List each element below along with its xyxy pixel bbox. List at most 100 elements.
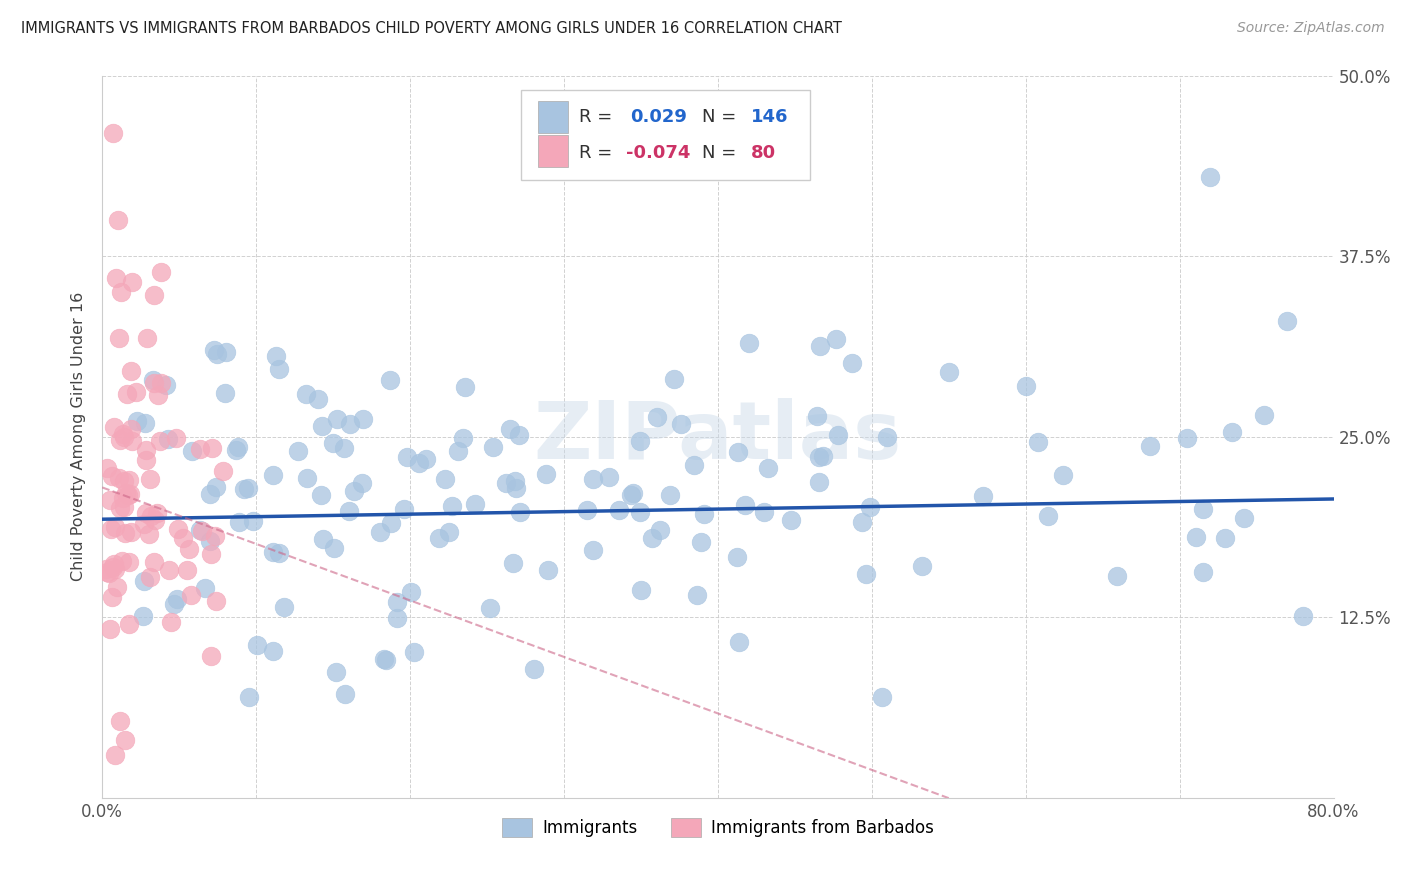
Point	[177, 541, 200, 556]
Point	[728, 634, 751, 648]
Point	[118, 616, 141, 631]
Point	[141, 508, 163, 523]
Point	[146, 506, 169, 520]
Point	[134, 516, 156, 531]
Text: N =: N =	[702, 108, 737, 126]
Legend: Immigrants, Immigrants from Barbados: Immigrants, Immigrants from Barbados	[495, 812, 941, 844]
Point	[287, 444, 309, 458]
Point	[825, 333, 848, 347]
Point	[1292, 608, 1315, 623]
Point	[104, 519, 127, 533]
Point	[972, 489, 994, 503]
Point	[415, 452, 437, 467]
Point	[734, 498, 756, 512]
Point	[191, 524, 214, 539]
Point	[194, 582, 217, 596]
Point	[495, 475, 517, 490]
Point	[373, 652, 395, 666]
Point	[269, 546, 291, 560]
Point	[325, 665, 347, 679]
Point	[855, 567, 877, 582]
Point	[111, 491, 134, 505]
Point	[669, 417, 692, 432]
Point	[433, 472, 456, 486]
Point	[311, 419, 333, 434]
Point	[1185, 530, 1208, 544]
Point	[262, 644, 284, 658]
Point	[1139, 439, 1161, 453]
Point	[385, 611, 408, 625]
Point	[101, 590, 124, 604]
Point	[176, 563, 198, 577]
Point	[134, 416, 156, 430]
Point	[378, 373, 401, 387]
Point	[112, 500, 135, 514]
Point	[1052, 468, 1074, 483]
Point	[322, 541, 344, 555]
Point	[202, 343, 225, 357]
Point	[139, 472, 162, 486]
Point	[108, 471, 131, 485]
Point	[132, 609, 155, 624]
Point	[630, 582, 652, 597]
Point	[481, 440, 503, 454]
Point	[262, 467, 284, 482]
Point	[135, 452, 157, 467]
FancyBboxPatch shape	[538, 101, 568, 133]
Point	[246, 638, 269, 652]
Point	[114, 525, 136, 540]
Point	[135, 442, 157, 457]
Point	[242, 514, 264, 528]
Point	[333, 442, 356, 456]
Point	[165, 431, 187, 445]
Point	[683, 458, 706, 472]
Point	[307, 392, 329, 406]
Point	[1277, 314, 1299, 328]
Point	[1199, 169, 1222, 184]
Point	[238, 690, 260, 704]
Point	[693, 507, 716, 521]
Point	[392, 502, 415, 516]
Point	[166, 591, 188, 606]
Point	[621, 486, 644, 500]
Point	[103, 420, 125, 434]
Point	[205, 480, 228, 494]
Point	[163, 597, 186, 611]
Point	[1191, 565, 1213, 579]
Point	[1015, 379, 1038, 393]
Point	[105, 581, 128, 595]
Point	[499, 422, 522, 436]
Point	[752, 505, 775, 519]
Point	[112, 427, 135, 442]
Point	[339, 417, 361, 431]
Point	[827, 428, 849, 442]
Point	[125, 414, 148, 428]
Point	[228, 516, 250, 530]
Point	[159, 615, 181, 629]
Point	[120, 487, 142, 501]
Text: 0.029: 0.029	[630, 108, 688, 126]
Point	[537, 563, 560, 577]
Point	[374, 653, 396, 667]
Point	[437, 524, 460, 539]
Text: IMMIGRANTS VS IMMIGRANTS FROM BARBADOS CHILD POVERTY AMONG GIRLS UNDER 16 CORREL: IMMIGRANTS VS IMMIGRANTS FROM BARBADOS C…	[21, 21, 842, 36]
Point	[645, 410, 668, 425]
Point	[198, 486, 221, 500]
Point	[1253, 409, 1275, 423]
Point	[114, 733, 136, 747]
Point	[1177, 430, 1199, 444]
Point	[872, 690, 894, 704]
Point	[1213, 532, 1236, 546]
Point	[105, 270, 128, 285]
Point	[198, 533, 221, 548]
Point	[938, 365, 960, 379]
Point	[808, 339, 831, 353]
Point	[188, 442, 211, 457]
Point	[267, 361, 290, 376]
Point	[142, 376, 165, 390]
Point	[200, 649, 222, 664]
Point	[100, 622, 122, 636]
Point	[575, 503, 598, 517]
Point	[322, 435, 344, 450]
Point	[120, 364, 142, 378]
